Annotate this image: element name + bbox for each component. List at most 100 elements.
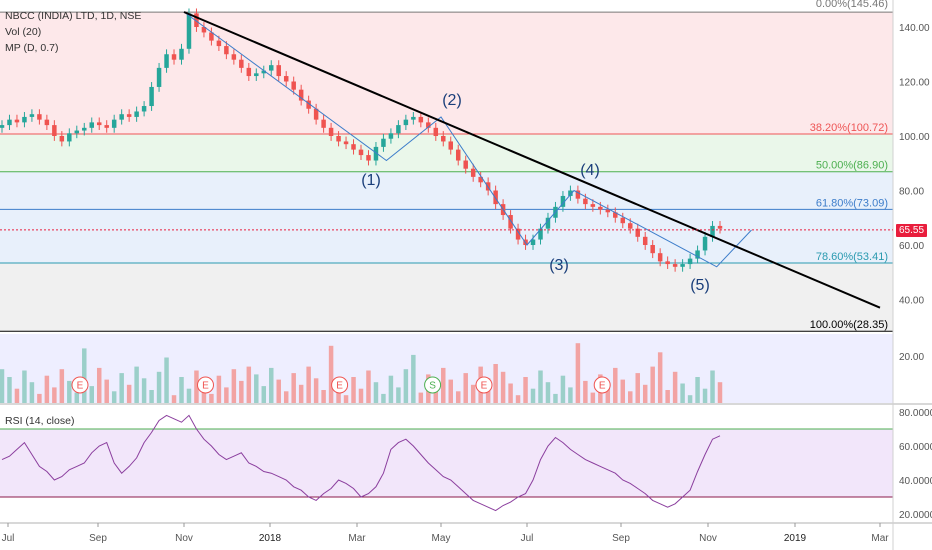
rsi-indicator-label[interactable]: RSI (14, close) [5, 415, 75, 427]
candle-body [209, 32, 214, 41]
volume-bar [0, 369, 5, 403]
candle-body [433, 127, 439, 136]
volume-bar [96, 367, 102, 403]
volume-bar [575, 343, 581, 403]
volume-bar [665, 390, 670, 403]
volume-bar [702, 388, 708, 403]
fib-zone-3 [0, 209, 893, 263]
candle-body [538, 228, 543, 240]
candle-body [396, 125, 401, 134]
price-tick-label: 120.00 [899, 78, 930, 89]
rsi-tick-label: 80.0000 [899, 408, 932, 419]
price-tick-label: 80.00 [899, 187, 924, 198]
candle-body [366, 155, 371, 161]
candle-body [246, 67, 252, 77]
volume-bar [298, 384, 304, 403]
volume-bar [141, 378, 147, 403]
candle-body [216, 40, 222, 47]
rsi-tick-label: 60.0000 [899, 442, 932, 453]
candle-body [710, 225, 715, 237]
candle-body [336, 136, 341, 142]
volume-bar [620, 379, 626, 403]
volume-tick-label: 20.00 [899, 352, 924, 363]
candle-body [254, 73, 259, 77]
x-tick-label: Jul [521, 533, 534, 544]
fib-label-2: 50.00%(86.90) [816, 160, 888, 172]
candle-body [0, 125, 5, 128]
volume-bar [530, 388, 536, 403]
volume-bar [680, 383, 685, 403]
candle-body [418, 116, 424, 123]
x-tick-label: Sep [89, 533, 107, 544]
volume-bar [321, 390, 326, 403]
market-profile-label[interactable]: MP (D, 0.7) [5, 42, 59, 54]
candle-body [179, 48, 184, 60]
volume-bar [411, 354, 416, 403]
event-marker [71, 376, 89, 394]
candle-body [52, 125, 57, 136]
wave-label-5: (5) [690, 277, 710, 294]
candle-body [224, 46, 229, 55]
candle-body [239, 59, 244, 68]
fib-zone-4 [0, 262, 893, 332]
volume-bar [710, 370, 715, 403]
candle-body [620, 217, 626, 224]
wave-label-1: (1) [361, 172, 381, 189]
candle-body [665, 261, 670, 265]
candle-body [37, 114, 42, 120]
volume-bar [500, 371, 506, 403]
volume-bar [261, 386, 267, 403]
candle-body [411, 116, 416, 120]
volume-bar [14, 388, 20, 403]
candle-body [96, 122, 102, 126]
candle-body [14, 119, 20, 123]
candle-body [149, 86, 154, 107]
candle-body [455, 149, 461, 161]
volume-bar [328, 345, 334, 403]
candle-body [201, 27, 207, 33]
candle-body [298, 89, 304, 101]
candle-body [478, 176, 483, 183]
volume-pane [0, 334, 893, 403]
event-marker [197, 376, 214, 394]
volume-bar [695, 377, 700, 403]
volume-bar [657, 352, 663, 403]
candle-body [508, 215, 513, 229]
x-tick-label: Nov [699, 533, 717, 544]
volume-bar [635, 373, 640, 403]
candle-body [291, 81, 296, 90]
symbol-title: NBCC (INDIA) LTD, 1D, NSE [5, 10, 142, 22]
price-tick-label: 60.00 [899, 241, 924, 252]
candle-body [373, 146, 379, 161]
candle-body [642, 236, 648, 245]
candle-body [269, 65, 274, 71]
volume-bar [44, 375, 50, 403]
candle-body [388, 133, 394, 139]
rsi-tick-label: 20.0000 [899, 510, 932, 521]
volume-bar [119, 373, 124, 403]
volume-bar [381, 393, 386, 403]
event-marker-label: E [599, 381, 606, 392]
volume-bar [254, 374, 259, 403]
volume-bar [269, 367, 274, 403]
volume-bar [373, 382, 379, 403]
volume-bar [523, 377, 528, 403]
volume-bar [291, 373, 296, 403]
event-marker [475, 376, 493, 394]
candle-body [613, 212, 618, 218]
volume-indicator-label[interactable]: Vol (20) [5, 26, 42, 38]
event-marker-label: E [202, 381, 209, 392]
volume-bar [156, 371, 162, 403]
candle-body [463, 160, 468, 169]
volume-bar [134, 366, 139, 403]
volume-bar [418, 392, 424, 403]
volume-bar [672, 371, 678, 403]
wave-label-3: (3) [549, 257, 569, 274]
volume-bar [306, 366, 311, 403]
candle-body [702, 236, 708, 251]
candle-body [441, 136, 446, 142]
candle-body [605, 209, 611, 213]
candle-body [171, 54, 177, 60]
volume-bar [224, 387, 229, 403]
